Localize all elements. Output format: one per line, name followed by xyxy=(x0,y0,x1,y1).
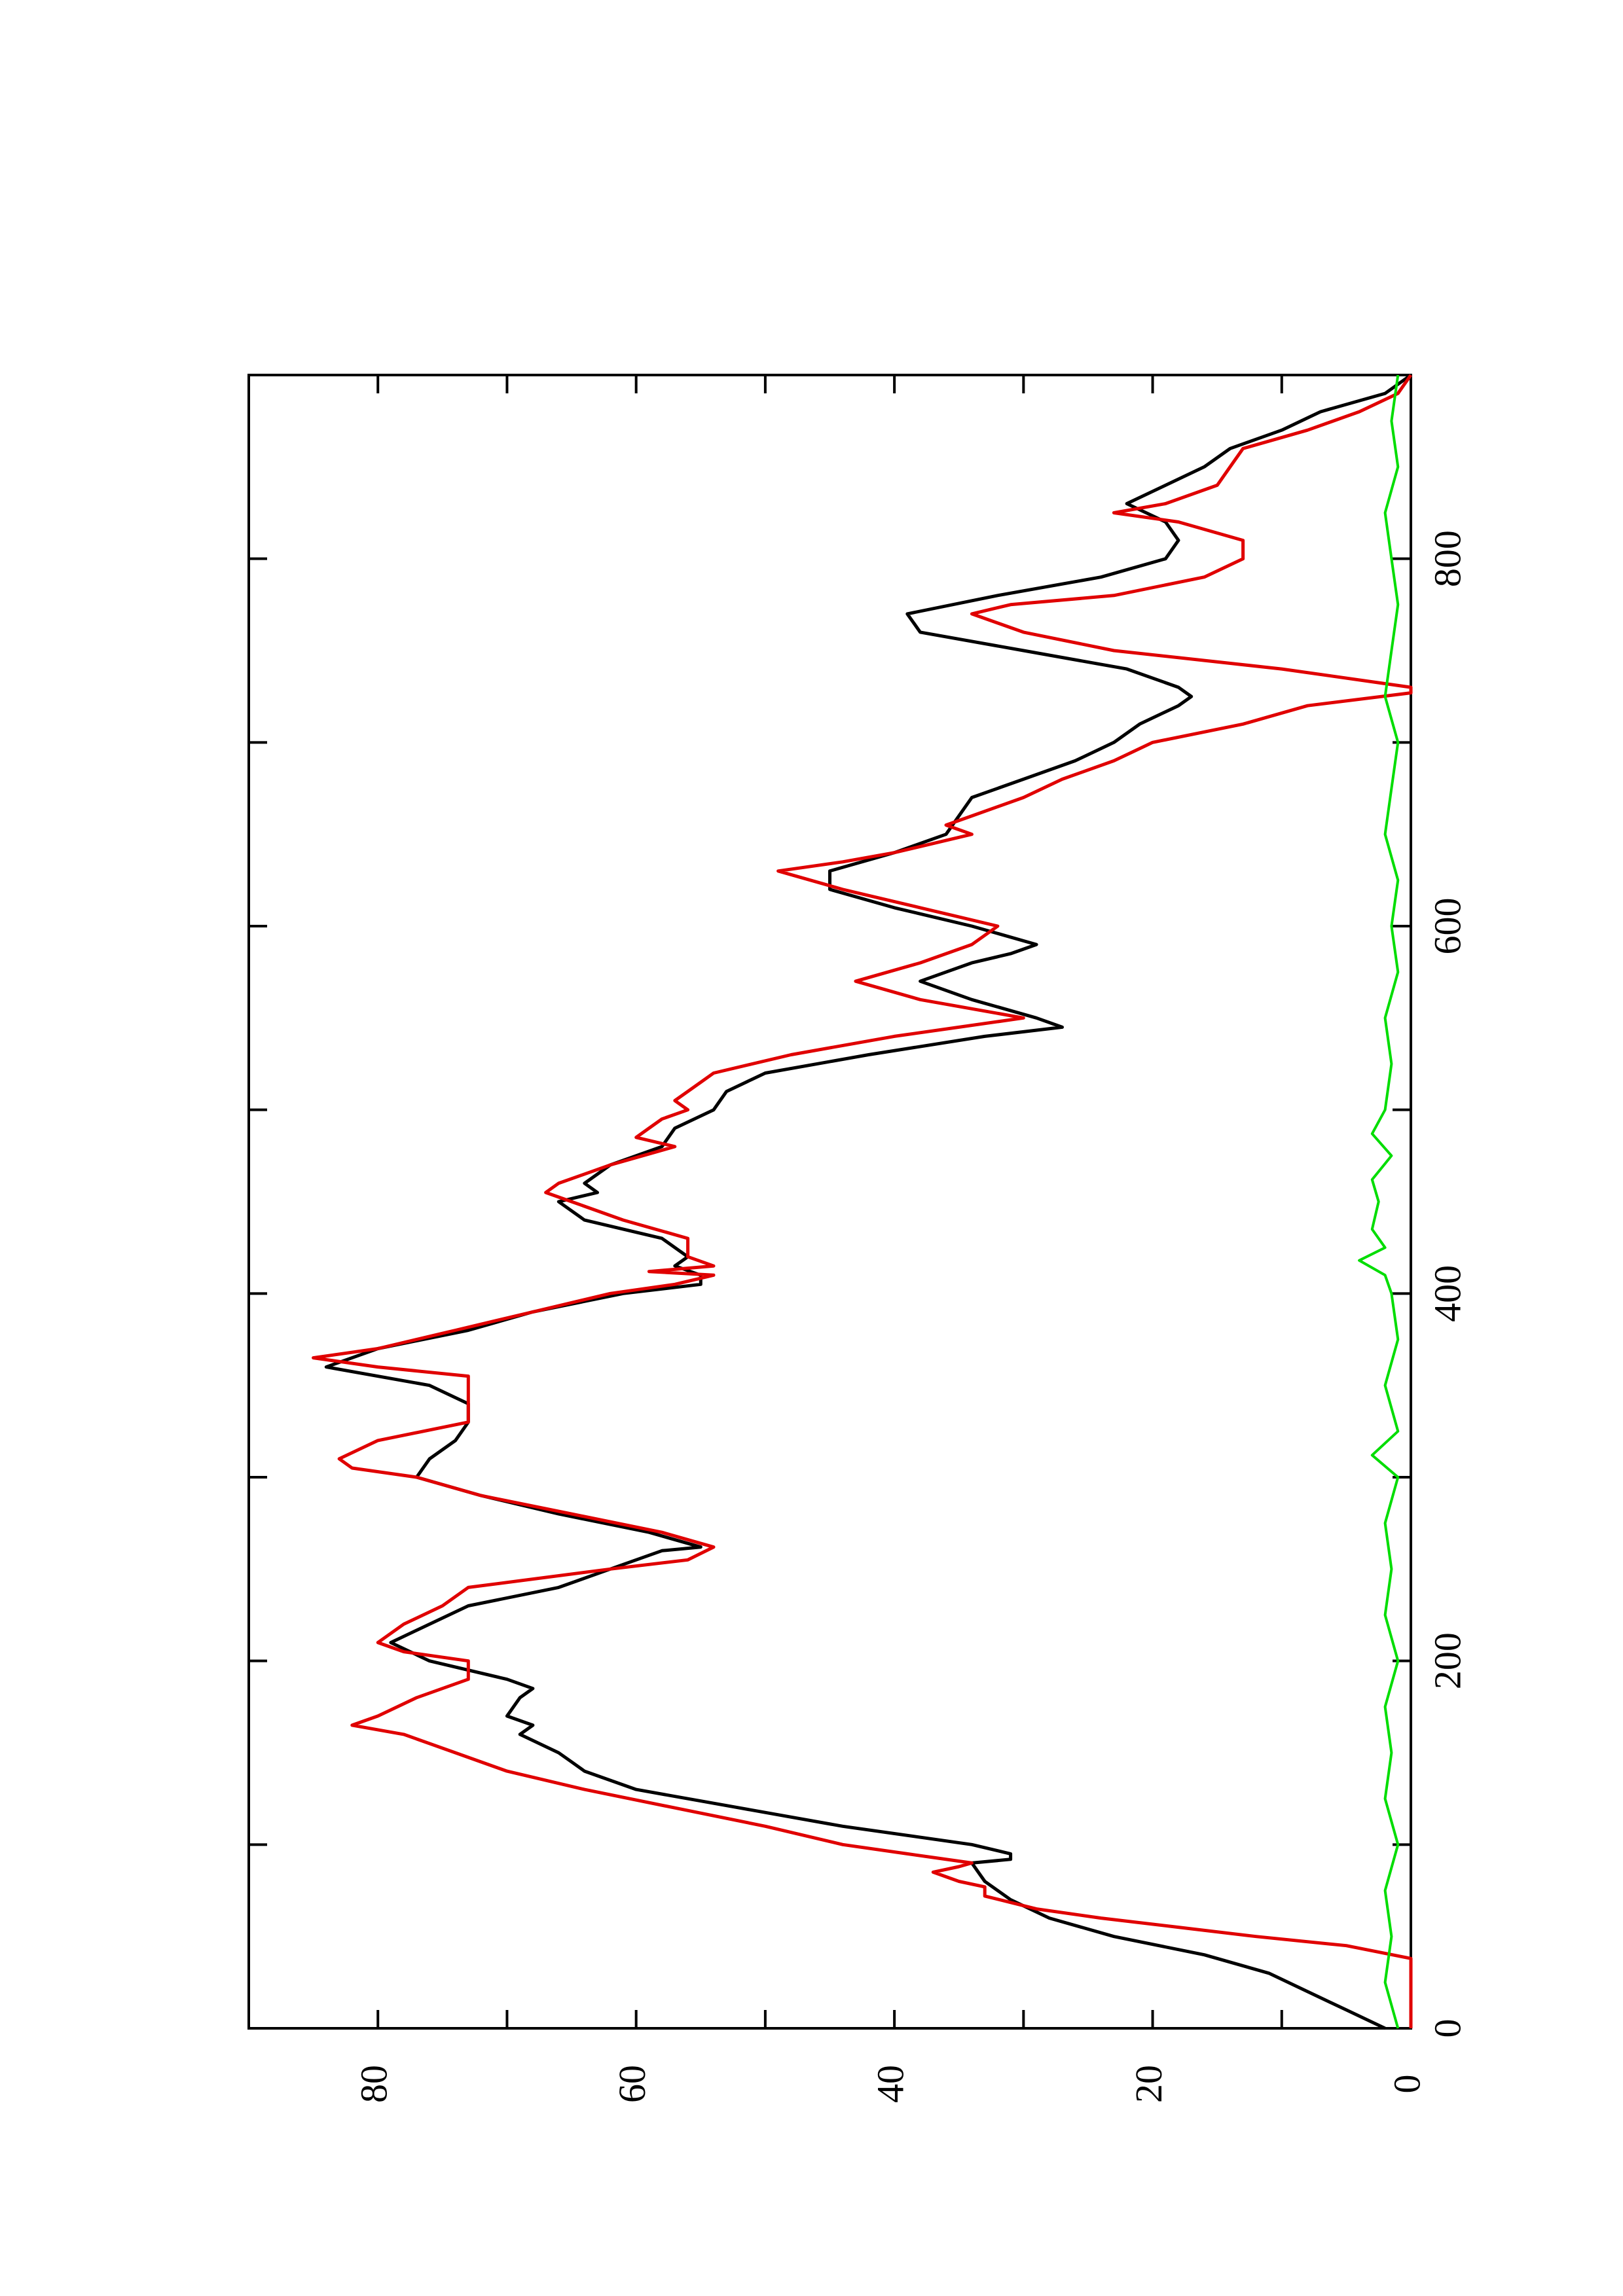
series-line-1 xyxy=(324,373,1412,2030)
axis-tick-labels: 0 200 400 600 800 0 20 40 60 80 xyxy=(353,530,1469,2103)
series-group xyxy=(312,373,1413,2030)
axis-ticks xyxy=(249,375,1412,2030)
x-tick-label: 200 xyxy=(1426,1632,1468,1689)
x-tick-label: 600 xyxy=(1426,898,1468,955)
x-tick-label: 400 xyxy=(1426,1265,1468,1322)
y-tick-label: 20 xyxy=(1127,2065,1170,2103)
series-line-2 xyxy=(312,374,1413,2028)
x-tick-label: 0 xyxy=(1426,2019,1468,2038)
x-tick-label: 800 xyxy=(1426,530,1468,587)
plot-frame xyxy=(247,374,1412,2030)
y-tick-label: 60 xyxy=(611,2065,653,2103)
y-tick-label: 0 xyxy=(1385,2075,1428,2094)
series-line-3 xyxy=(1358,374,1400,2029)
y-tick-label: 40 xyxy=(869,2065,911,2103)
y-tick-label: 80 xyxy=(353,2065,395,2103)
